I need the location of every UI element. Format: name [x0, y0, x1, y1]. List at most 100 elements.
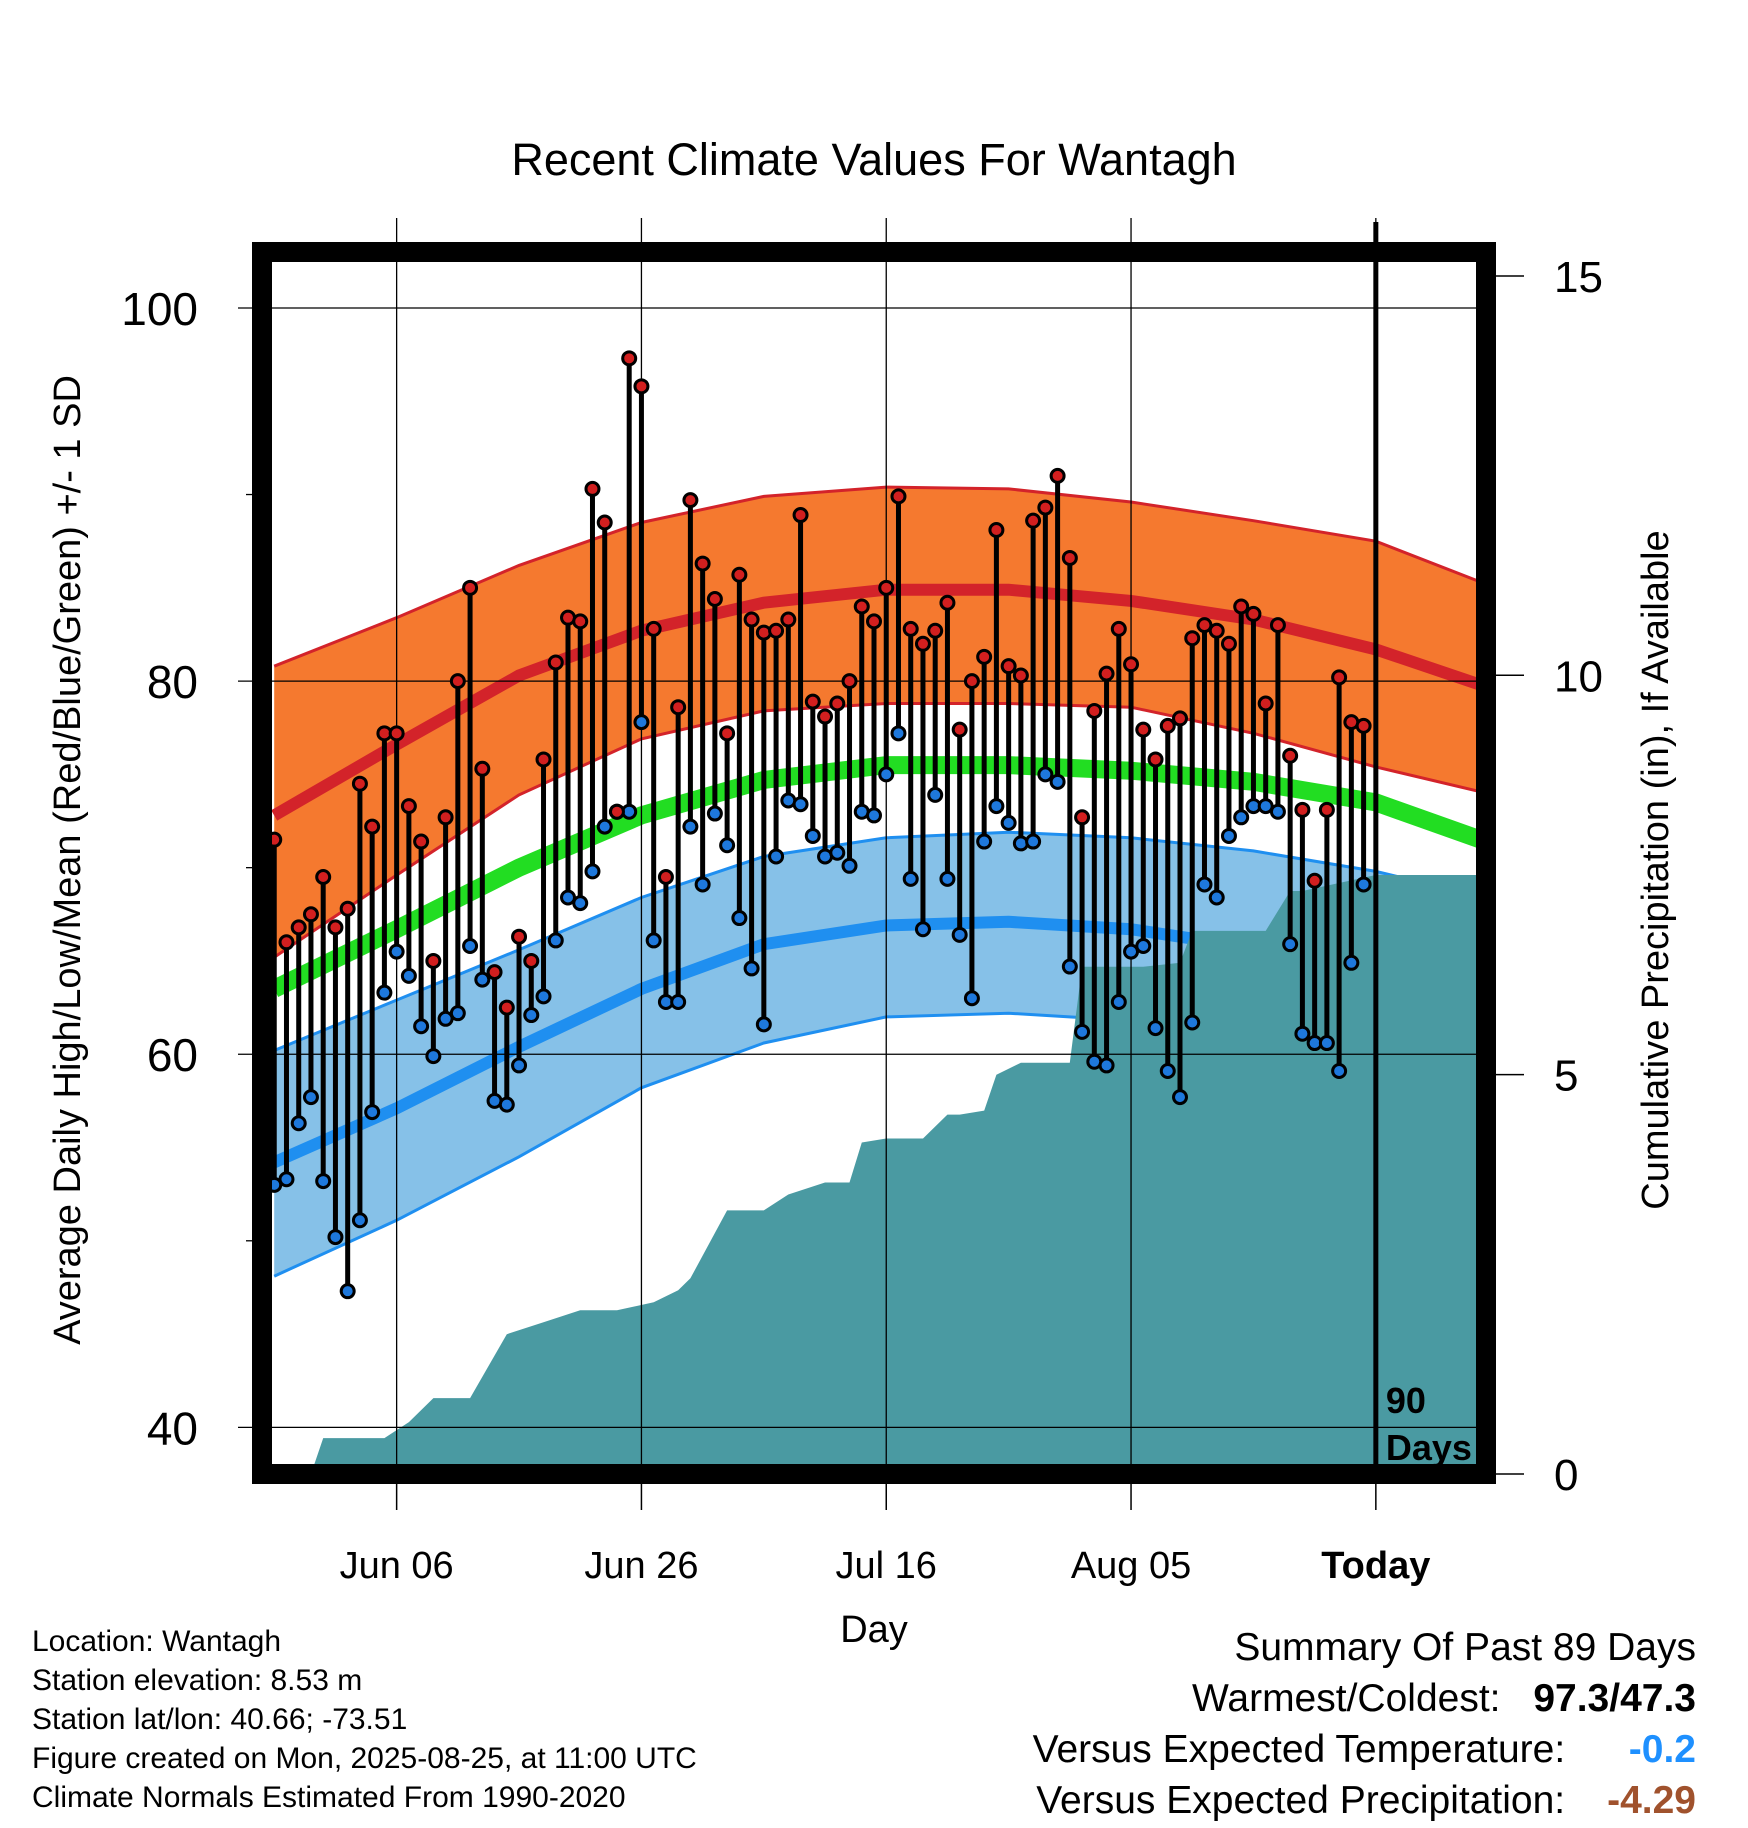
daily-low-point — [878, 766, 895, 783]
x-tick-label: Jun 06 — [340, 1545, 454, 1587]
daily-high-point — [535, 751, 552, 768]
daily-low-point — [572, 895, 589, 912]
daily-low-point — [927, 786, 944, 803]
daily-low-point — [1355, 876, 1372, 893]
daily-low-point — [902, 870, 919, 887]
daily-high-point — [633, 378, 650, 395]
x-axis-label: Day — [840, 1609, 908, 1651]
daily-high-point — [1196, 617, 1213, 634]
daily-high-point — [425, 952, 442, 969]
daily-high-point — [1233, 598, 1250, 615]
daily-high-point — [1282, 747, 1299, 764]
summary-panel: Summary Of Past 89 Days Warmest/Coldest:… — [1033, 1622, 1696, 1826]
daily-high-point — [841, 673, 858, 690]
daily-low-point — [804, 827, 821, 844]
daily-high-point — [523, 952, 540, 969]
daily-low-point — [694, 876, 711, 893]
daily-high-point — [878, 579, 895, 596]
daily-low-point — [1110, 993, 1127, 1010]
daily-low-point — [1294, 1025, 1311, 1042]
daily-low-point — [731, 910, 748, 927]
daily-high-point — [1135, 721, 1152, 738]
daily-high-point — [621, 350, 638, 367]
daily-high-point — [474, 760, 491, 777]
precip-label: Versus Expected Precipitation: — [1036, 1779, 1566, 1822]
daily-high-point — [462, 579, 479, 596]
daily-low-point — [290, 1115, 307, 1132]
daily-low-point — [547, 932, 564, 949]
daily-high-point — [1269, 617, 1286, 634]
daily-high-point — [1123, 656, 1140, 673]
y2-axis-label: Cumulative Precipitation (in), If Availa… — [1635, 530, 1677, 1209]
summary-heading: Summary Of Past 89 Days — [1234, 1626, 1696, 1669]
daily-low-point — [462, 938, 479, 955]
daily-high-point — [364, 818, 381, 835]
daily-low-point — [951, 926, 968, 943]
precip-value: -4.29 — [1607, 1779, 1696, 1822]
daily-low-point — [388, 943, 405, 960]
daily-high-point — [449, 673, 466, 690]
daily-low-point — [1025, 833, 1042, 850]
daily-high-point — [315, 868, 332, 885]
y-tick-label: 40 — [147, 1402, 198, 1454]
daily-low-point — [841, 857, 858, 874]
location-text: Location: Wantagh — [32, 1625, 282, 1658]
daily-low-point — [1184, 1014, 1201, 1031]
daily-high-point — [1074, 809, 1091, 826]
daily-high-point — [1208, 622, 1225, 639]
daily-high-point — [1257, 695, 1274, 712]
elevation-text: Station elevation: 8.53 m — [32, 1664, 363, 1697]
daily-high-point — [584, 480, 601, 497]
daily-high-point — [694, 555, 711, 572]
daily-high-point — [731, 566, 748, 583]
daily-high-point — [1331, 669, 1348, 686]
daily-high-point — [413, 833, 430, 850]
daily-low-point — [1074, 1023, 1091, 1040]
daily-high-point — [388, 725, 405, 742]
daily-low-point — [792, 796, 809, 813]
daily-high-point — [657, 868, 674, 885]
warm-cold-row: Warmest/Coldest: 97.3/47.3 — [1033, 1673, 1696, 1724]
daily-high-point — [768, 622, 785, 639]
daily-high-point — [1245, 605, 1262, 622]
daily-high-point — [1025, 512, 1042, 529]
y2-tick-label: 10 — [1554, 652, 1603, 701]
daily-high-point — [351, 775, 368, 792]
precip-row: Versus Expected Precipitation: -4.29 — [1033, 1775, 1696, 1826]
daily-low-point — [866, 807, 882, 824]
daily-high-point — [1110, 620, 1127, 637]
latlon-text: Station lat/lon: 40.66; -73.51 — [32, 1703, 408, 1736]
daily-low-point — [1123, 943, 1140, 960]
daily-high-point — [596, 514, 613, 531]
daily-low-point — [1172, 1089, 1188, 1106]
daily-low-point — [1049, 773, 1066, 790]
daily-high-point — [853, 598, 870, 615]
daily-high-point — [682, 492, 699, 509]
daily-low-point — [425, 1048, 442, 1065]
daily-high-point — [1012, 667, 1029, 684]
daily-low-point — [560, 889, 576, 906]
daily-low-point — [963, 990, 980, 1007]
daily-low-point — [339, 1283, 356, 1300]
x-tick-label: Jun 26 — [584, 1545, 698, 1587]
daily-high-point — [278, 934, 295, 951]
daily-low-point — [511, 1057, 528, 1074]
x-tick-label: Jul 16 — [836, 1545, 937, 1587]
daily-high-point — [511, 928, 528, 945]
daily-high-point — [890, 488, 907, 505]
normals-text: Climate Normals Estimated From 1990-2020 — [32, 1781, 626, 1814]
daily-low-point — [498, 1096, 515, 1113]
daily-low-point — [670, 993, 687, 1010]
daily-low-point — [768, 848, 785, 865]
daily-high-point — [400, 798, 417, 815]
x-tick-label: Aug 05 — [1071, 1545, 1191, 1587]
daily-high-point — [1172, 710, 1188, 727]
daily-high-point — [1061, 549, 1078, 566]
daily-low-point — [719, 837, 736, 854]
daily-high-point — [608, 803, 625, 820]
daily-low-point — [474, 971, 491, 988]
daily-low-point — [1159, 1063, 1176, 1080]
daily-low-point — [1257, 798, 1274, 815]
daily-high-point — [951, 721, 968, 738]
temp-row: Versus Expected Temperature: -0.2 — [1033, 1724, 1696, 1775]
